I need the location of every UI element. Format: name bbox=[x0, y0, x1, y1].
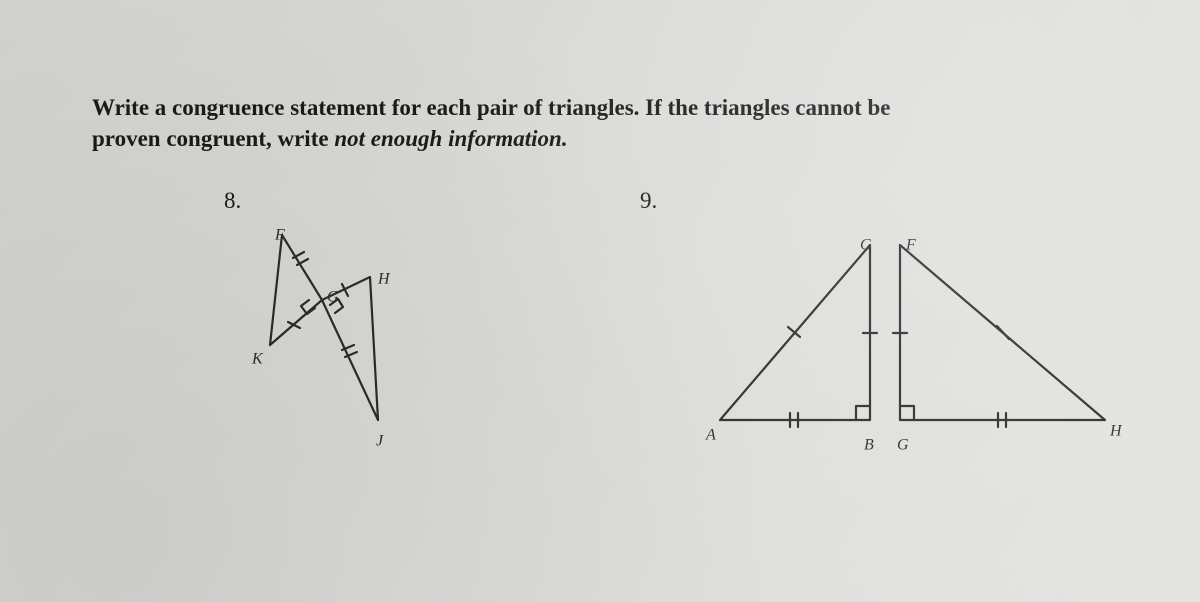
label-K: K bbox=[251, 350, 264, 367]
instruction-text: Write a congruence statement for each pa… bbox=[92, 92, 912, 154]
worksheet-page: Write a congruence statement for each pa… bbox=[0, 0, 1200, 602]
label-J: J bbox=[376, 432, 384, 449]
label-F: F bbox=[274, 226, 285, 243]
label-C: C bbox=[860, 236, 871, 253]
label-B: B bbox=[864, 436, 874, 453]
label-G: G bbox=[327, 288, 339, 305]
problem-8-number: 8. bbox=[224, 188, 241, 214]
instruction-italic: not enough information. bbox=[334, 126, 567, 151]
problem-9-figure: A B C G H F bbox=[700, 225, 1140, 475]
label-H2: H bbox=[1109, 422, 1123, 439]
label-A: A bbox=[705, 426, 716, 443]
problem-8-svg: F G K H J bbox=[230, 225, 450, 475]
label-G2: G bbox=[897, 436, 909, 453]
label-F2: F bbox=[905, 236, 916, 253]
problem-9-svg: A B C G H F bbox=[700, 225, 1140, 475]
problem-8-figure: F G K H J bbox=[230, 225, 450, 475]
label-H: H bbox=[377, 270, 391, 287]
problem-9-number: 9. bbox=[640, 188, 657, 214]
